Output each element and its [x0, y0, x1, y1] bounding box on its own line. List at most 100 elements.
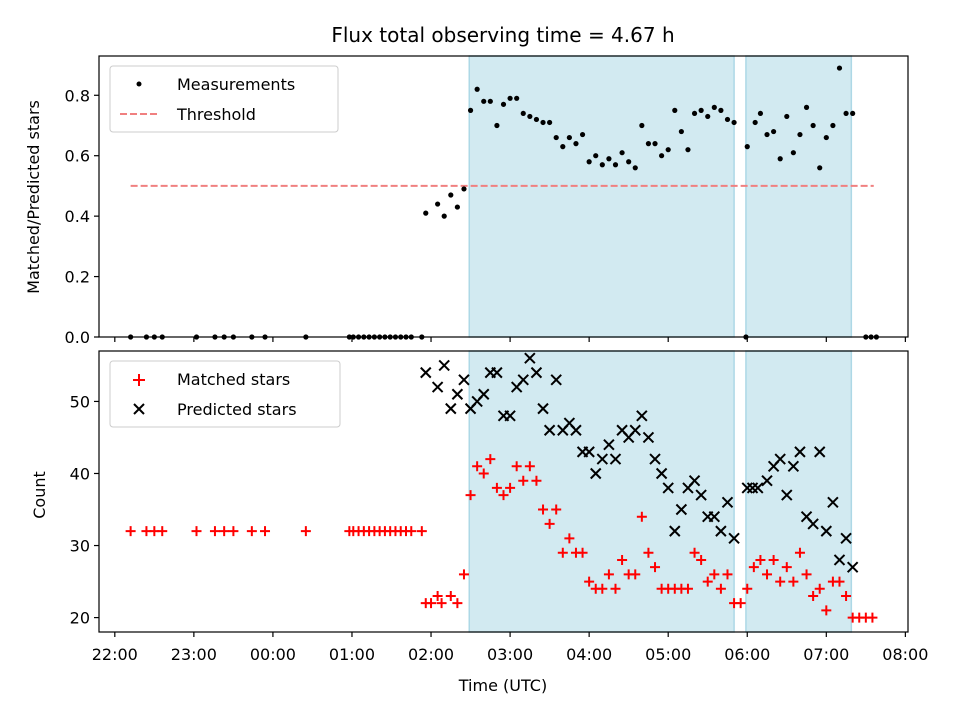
- matched-star-point: [432, 590, 443, 601]
- matched-star-point: [538, 504, 549, 515]
- bottom-panel: 20 30 40 50 22:00 23:00 00:00 01:00 02:00 03:00 0…: [30, 350, 928, 695]
- predicted-star-point: [431, 381, 444, 393]
- predicted-star-point: [517, 374, 529, 386]
- measurement-point: [494, 122, 500, 129]
- measurement-point: [527, 113, 533, 120]
- matched-star-point: [498, 490, 509, 501]
- matched-star-point: [228, 526, 239, 537]
- measurement-point: [467, 107, 474, 113]
- predicted-star-point: [420, 366, 432, 379]
- matched-star-point: [191, 526, 202, 537]
- measurement-point: [461, 186, 467, 192]
- matched-star-point: [722, 569, 733, 580]
- matched-star-point: [768, 554, 779, 565]
- matched-star-point: [584, 576, 595, 587]
- legend-predicted-marker: [133, 403, 145, 415]
- matched-star-point: [735, 598, 746, 609]
- x-tick-label: 22:00: [92, 645, 138, 664]
- predicted-star-point: [550, 374, 562, 386]
- predicted-star-point: [708, 511, 721, 523]
- matched-star-point: [867, 612, 878, 623]
- predicted-star-point: [675, 503, 688, 516]
- measurement-point: [771, 128, 777, 135]
- x-tick-label: 04:00: [566, 645, 612, 664]
- y-tick-label: 20: [70, 609, 90, 628]
- predicted-star-point: [438, 359, 450, 372]
- predicted-star-point: [814, 446, 826, 458]
- predicted-star-point: [537, 402, 549, 415]
- matched-star-point: [125, 526, 136, 537]
- measurement-point: [500, 101, 507, 107]
- y-tick-label: 0.6: [65, 147, 90, 166]
- predicted-star-point: [649, 453, 661, 465]
- matched-star-point: [702, 576, 713, 587]
- matched-star-point: [246, 526, 257, 537]
- matched-star-point: [505, 482, 516, 493]
- predicted-star-point: [590, 467, 602, 480]
- measurement-point: [850, 110, 856, 117]
- measurement-point: [540, 119, 546, 126]
- measurement-point: [836, 65, 843, 71]
- predicted-star-point: [662, 482, 674, 494]
- matched-star-point: [577, 547, 588, 558]
- measurement-point: [632, 165, 638, 171]
- legend-matched-marker: [133, 374, 145, 386]
- measurement-point: [441, 213, 447, 219]
- matched-star-point: [472, 461, 483, 472]
- predicted-star-point: [570, 424, 582, 436]
- y-tick-label: 0.2: [65, 268, 90, 287]
- predicted-star-point: [787, 460, 800, 472]
- top-legend-box: [109, 65, 339, 133]
- predicted-star-point: [807, 518, 819, 530]
- matched-star-point: [157, 526, 168, 537]
- predicted-star-point: [478, 388, 490, 400]
- measurement-point: [652, 141, 658, 147]
- predicted-star-point: [715, 525, 727, 537]
- y-tick-label: 30: [70, 537, 90, 556]
- top-y-axis-label: Matched/Predicted stars: [24, 100, 43, 294]
- measurement-point: [764, 131, 770, 138]
- bottom-shaded-intervals: [468, 350, 853, 633]
- predicted-star-point: [794, 446, 806, 458]
- predicted-star-point: [504, 410, 516, 422]
- matched-star-point: [748, 562, 759, 573]
- matched-star-point: [709, 569, 720, 580]
- predicted-star-point: [543, 424, 556, 436]
- measurement-point: [705, 113, 711, 120]
- bottom-legend-box: [109, 360, 341, 428]
- measurement-point: [606, 156, 612, 162]
- matched-star-point: [762, 569, 773, 580]
- measurement-point: [823, 134, 829, 141]
- measurement-point: [626, 159, 632, 165]
- measurement-point: [448, 192, 454, 198]
- matched-star-point: [801, 569, 812, 580]
- x-tick-label: 02:00: [408, 645, 454, 664]
- x-tick-label: 06:00: [724, 645, 770, 664]
- matched-star-point: [485, 454, 496, 465]
- x-tick-label: 07:00: [803, 645, 849, 664]
- x-tick-label: 00:00: [250, 645, 296, 664]
- shaded-interval: [468, 55, 735, 338]
- measurement-point: [507, 95, 513, 101]
- measurement-point: [685, 147, 691, 153]
- predicted-star-point: [695, 489, 707, 501]
- measurement-point: [665, 147, 671, 153]
- matched-star-point: [617, 554, 628, 565]
- measurement-point: [817, 165, 823, 171]
- predicted-star-point: [603, 438, 615, 451]
- matched-star-point: [821, 605, 832, 616]
- x-tick-label: 03:00: [487, 645, 533, 664]
- predicted-star-point: [642, 431, 655, 444]
- matched-star-point: [478, 468, 489, 479]
- matched-star-point: [650, 562, 661, 573]
- matched-star-point: [219, 526, 230, 537]
- x-tick-label: 05:00: [645, 645, 691, 664]
- matched-star-point: [610, 583, 621, 594]
- measurement-point: [843, 110, 849, 117]
- measurement-point: [803, 104, 810, 110]
- top-shaded-intervals: [468, 55, 853, 338]
- predicted-star-point: [596, 453, 609, 465]
- top-panel: 0.00.20.40.60.8 Matched/Predicted stars …: [24, 55, 909, 347]
- measurement-point: [810, 122, 816, 129]
- matched-star-point: [260, 526, 271, 537]
